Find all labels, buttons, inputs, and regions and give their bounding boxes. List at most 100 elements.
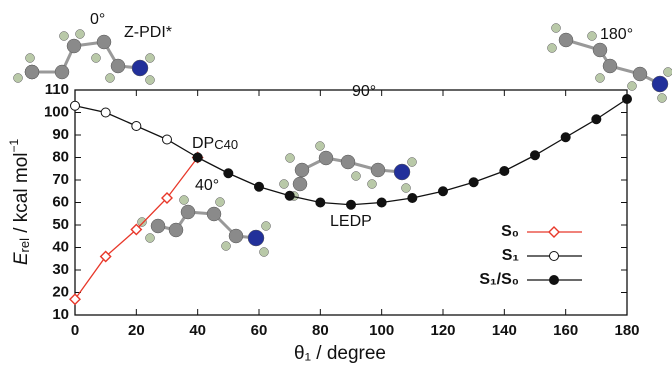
atom	[132, 60, 148, 76]
atom	[280, 180, 289, 189]
atom	[55, 65, 69, 79]
marker	[469, 177, 479, 187]
y-tick-label: 80	[52, 148, 69, 165]
y-label-part: / kcal mol	[11, 153, 32, 239]
y-tick-label: 30	[52, 261, 69, 278]
atom	[92, 54, 101, 63]
x-axis-label: θ₁ / degree	[294, 343, 386, 364]
annotation: 0°	[90, 11, 105, 28]
atom	[97, 35, 111, 49]
marker	[622, 94, 632, 104]
atom	[222, 242, 231, 251]
marker	[285, 191, 295, 201]
marker	[346, 200, 356, 210]
atom	[180, 196, 189, 205]
atom	[408, 158, 417, 167]
marker	[132, 122, 141, 131]
atom	[60, 32, 69, 41]
marker	[377, 198, 387, 208]
x-tick-label: 80	[312, 322, 329, 339]
annotation-part: C40	[214, 137, 238, 152]
y-tick-label: 100	[44, 103, 69, 120]
y-tick-label: 50	[52, 216, 69, 233]
atom	[316, 142, 325, 151]
atom	[628, 82, 637, 91]
atom	[146, 234, 155, 243]
atom	[67, 39, 81, 53]
atom	[146, 54, 155, 63]
atom	[25, 65, 39, 79]
annotation: 40°	[195, 177, 219, 194]
atom	[552, 24, 561, 33]
series-line	[75, 106, 198, 158]
atom	[207, 207, 221, 221]
atom	[664, 68, 672, 77]
atom	[593, 43, 607, 57]
marker	[315, 198, 325, 208]
legend-label: S₀	[501, 223, 519, 240]
x-tick-label: 60	[251, 322, 268, 339]
y-tick-label: 70	[52, 171, 69, 188]
annotation: 180°	[600, 26, 633, 43]
legend-label: S₁/S₀	[479, 271, 519, 288]
marker	[591, 114, 601, 124]
atom	[394, 164, 410, 180]
y-axis-label: Erel / kcal mol−1	[7, 139, 32, 266]
annotation: DPC40	[192, 135, 238, 152]
atom	[352, 172, 361, 181]
legend-marker	[549, 275, 559, 285]
atom	[559, 33, 573, 47]
y-tick-label: 60	[52, 193, 69, 210]
atom	[658, 94, 667, 103]
x-tick-label: 160	[553, 322, 578, 339]
x-tick-label: 140	[492, 322, 517, 339]
marker	[193, 153, 203, 163]
atom	[151, 219, 165, 233]
y-label-part: rel	[17, 238, 32, 253]
atom	[106, 74, 115, 83]
atom	[596, 74, 605, 83]
y-tick-label: 40	[52, 238, 69, 255]
chart: θ₁ / degree Erel / kcal mol−1 Z-PDI* 0° …	[0, 0, 672, 365]
x-tick-label: 180	[614, 322, 639, 339]
annotation-part: DP	[192, 135, 214, 152]
atom	[138, 218, 147, 227]
atom	[603, 59, 617, 73]
legend-box	[427, 218, 617, 296]
y-label-part: −1	[7, 139, 21, 153]
y-tick-label: 110	[45, 81, 69, 98]
atom	[402, 184, 411, 193]
marker	[561, 132, 571, 142]
marker	[223, 168, 233, 178]
marker	[70, 294, 80, 304]
atom	[368, 180, 377, 189]
atom	[26, 54, 35, 63]
atom	[652, 76, 668, 92]
atom	[286, 154, 295, 163]
y-label-part: E	[11, 252, 32, 265]
atom	[341, 155, 355, 169]
x-tick-label: 100	[369, 322, 394, 339]
y-tick-label: 90	[52, 126, 69, 143]
x-tick-label: 40	[189, 322, 206, 339]
marker	[530, 150, 540, 160]
atom	[216, 198, 225, 207]
atom	[146, 76, 155, 85]
atom	[295, 163, 309, 177]
atom	[588, 32, 597, 41]
annotation: Z-PDI*	[124, 24, 172, 41]
atom	[262, 222, 271, 231]
marker	[71, 101, 80, 110]
y-tick-label: 10	[52, 306, 69, 323]
atom	[260, 248, 269, 257]
x-tick-label: 120	[430, 322, 455, 339]
legend-marker	[550, 252, 559, 261]
x-tick-label: 0	[71, 322, 79, 339]
atom	[319, 151, 333, 165]
atom	[633, 67, 647, 81]
atom	[169, 223, 183, 237]
annotation: 90°	[352, 83, 376, 100]
atom	[111, 59, 125, 73]
marker	[438, 186, 448, 196]
atom	[229, 229, 243, 243]
